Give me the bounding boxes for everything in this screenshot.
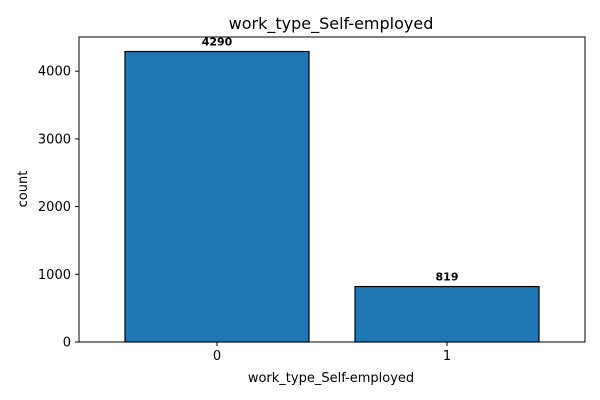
y-tick-label-0: 0 [63,336,71,351]
plot-area: 4290 0 819 1 0 1000 2000 3000 4000 [38,36,586,364]
x-axis-label: work_type_Self-employed [248,371,414,386]
x-tick-label-0: 0 [213,349,221,364]
x-tick-label-1: 1 [443,349,451,364]
bar-1 [354,285,540,343]
y-tick-label-4000: 4000 [38,65,71,80]
y-tick-label-3000: 3000 [38,132,71,147]
data-label-1: 819 [436,271,459,284]
chart-title: work_type_Self-employed [229,14,434,34]
y-axis-label: count [16,171,31,208]
data-label-0: 4290 [202,36,233,49]
axes-frame [78,36,586,343]
y-tick-label-1000: 1000 [38,268,71,283]
y-tick-label-2000: 2000 [38,200,71,215]
bar-0 [124,50,310,343]
